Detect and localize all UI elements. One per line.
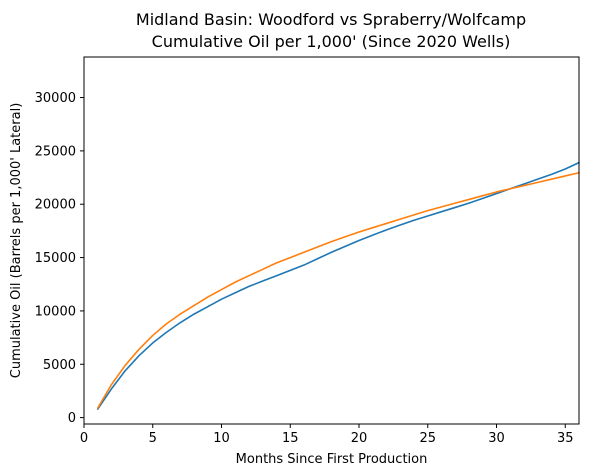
y-tick-label: 30000 <box>35 91 76 106</box>
x-axis-label: Months Since First Production <box>236 452 428 467</box>
y-tick-label: 15000 <box>35 251 76 266</box>
y-tick-label: 25000 <box>35 144 76 159</box>
series-line-1 <box>96 161 580 410</box>
x-tick-label: 35 <box>557 431 574 446</box>
x-tick-label: 10 <box>213 431 230 446</box>
x-tick-label: 25 <box>419 431 436 446</box>
x-tick-label: 15 <box>282 431 299 446</box>
y-tick-label: 20000 <box>35 198 76 213</box>
x-tick-label: 30 <box>488 431 505 446</box>
y-tick-label: 10000 <box>35 304 76 319</box>
series-layer <box>96 161 580 410</box>
chart-title-line-2: Cumulative Oil per 1,000' (Since 2020 We… <box>152 32 511 51</box>
y-axis-label: Cumulative Oil (Barrels per 1,000' Later… <box>9 103 24 379</box>
y-tick-label: 5000 <box>43 358 76 373</box>
chart-title-line-1: Midland Basin: Woodford vs Spraberry/Wol… <box>136 10 526 29</box>
series-line-2 <box>96 171 580 409</box>
x-tick-label: 5 <box>149 431 157 446</box>
y-tick-label: 0 <box>68 411 76 426</box>
ticks-layer: 0 5 10 15 20 25 30 35 0 5000 10000 15000 20000 25000 3… <box>35 91 574 446</box>
plot-frame <box>83 56 580 425</box>
x-tick-label: 0 <box>80 431 88 446</box>
x-tick-label: 20 <box>351 431 368 446</box>
